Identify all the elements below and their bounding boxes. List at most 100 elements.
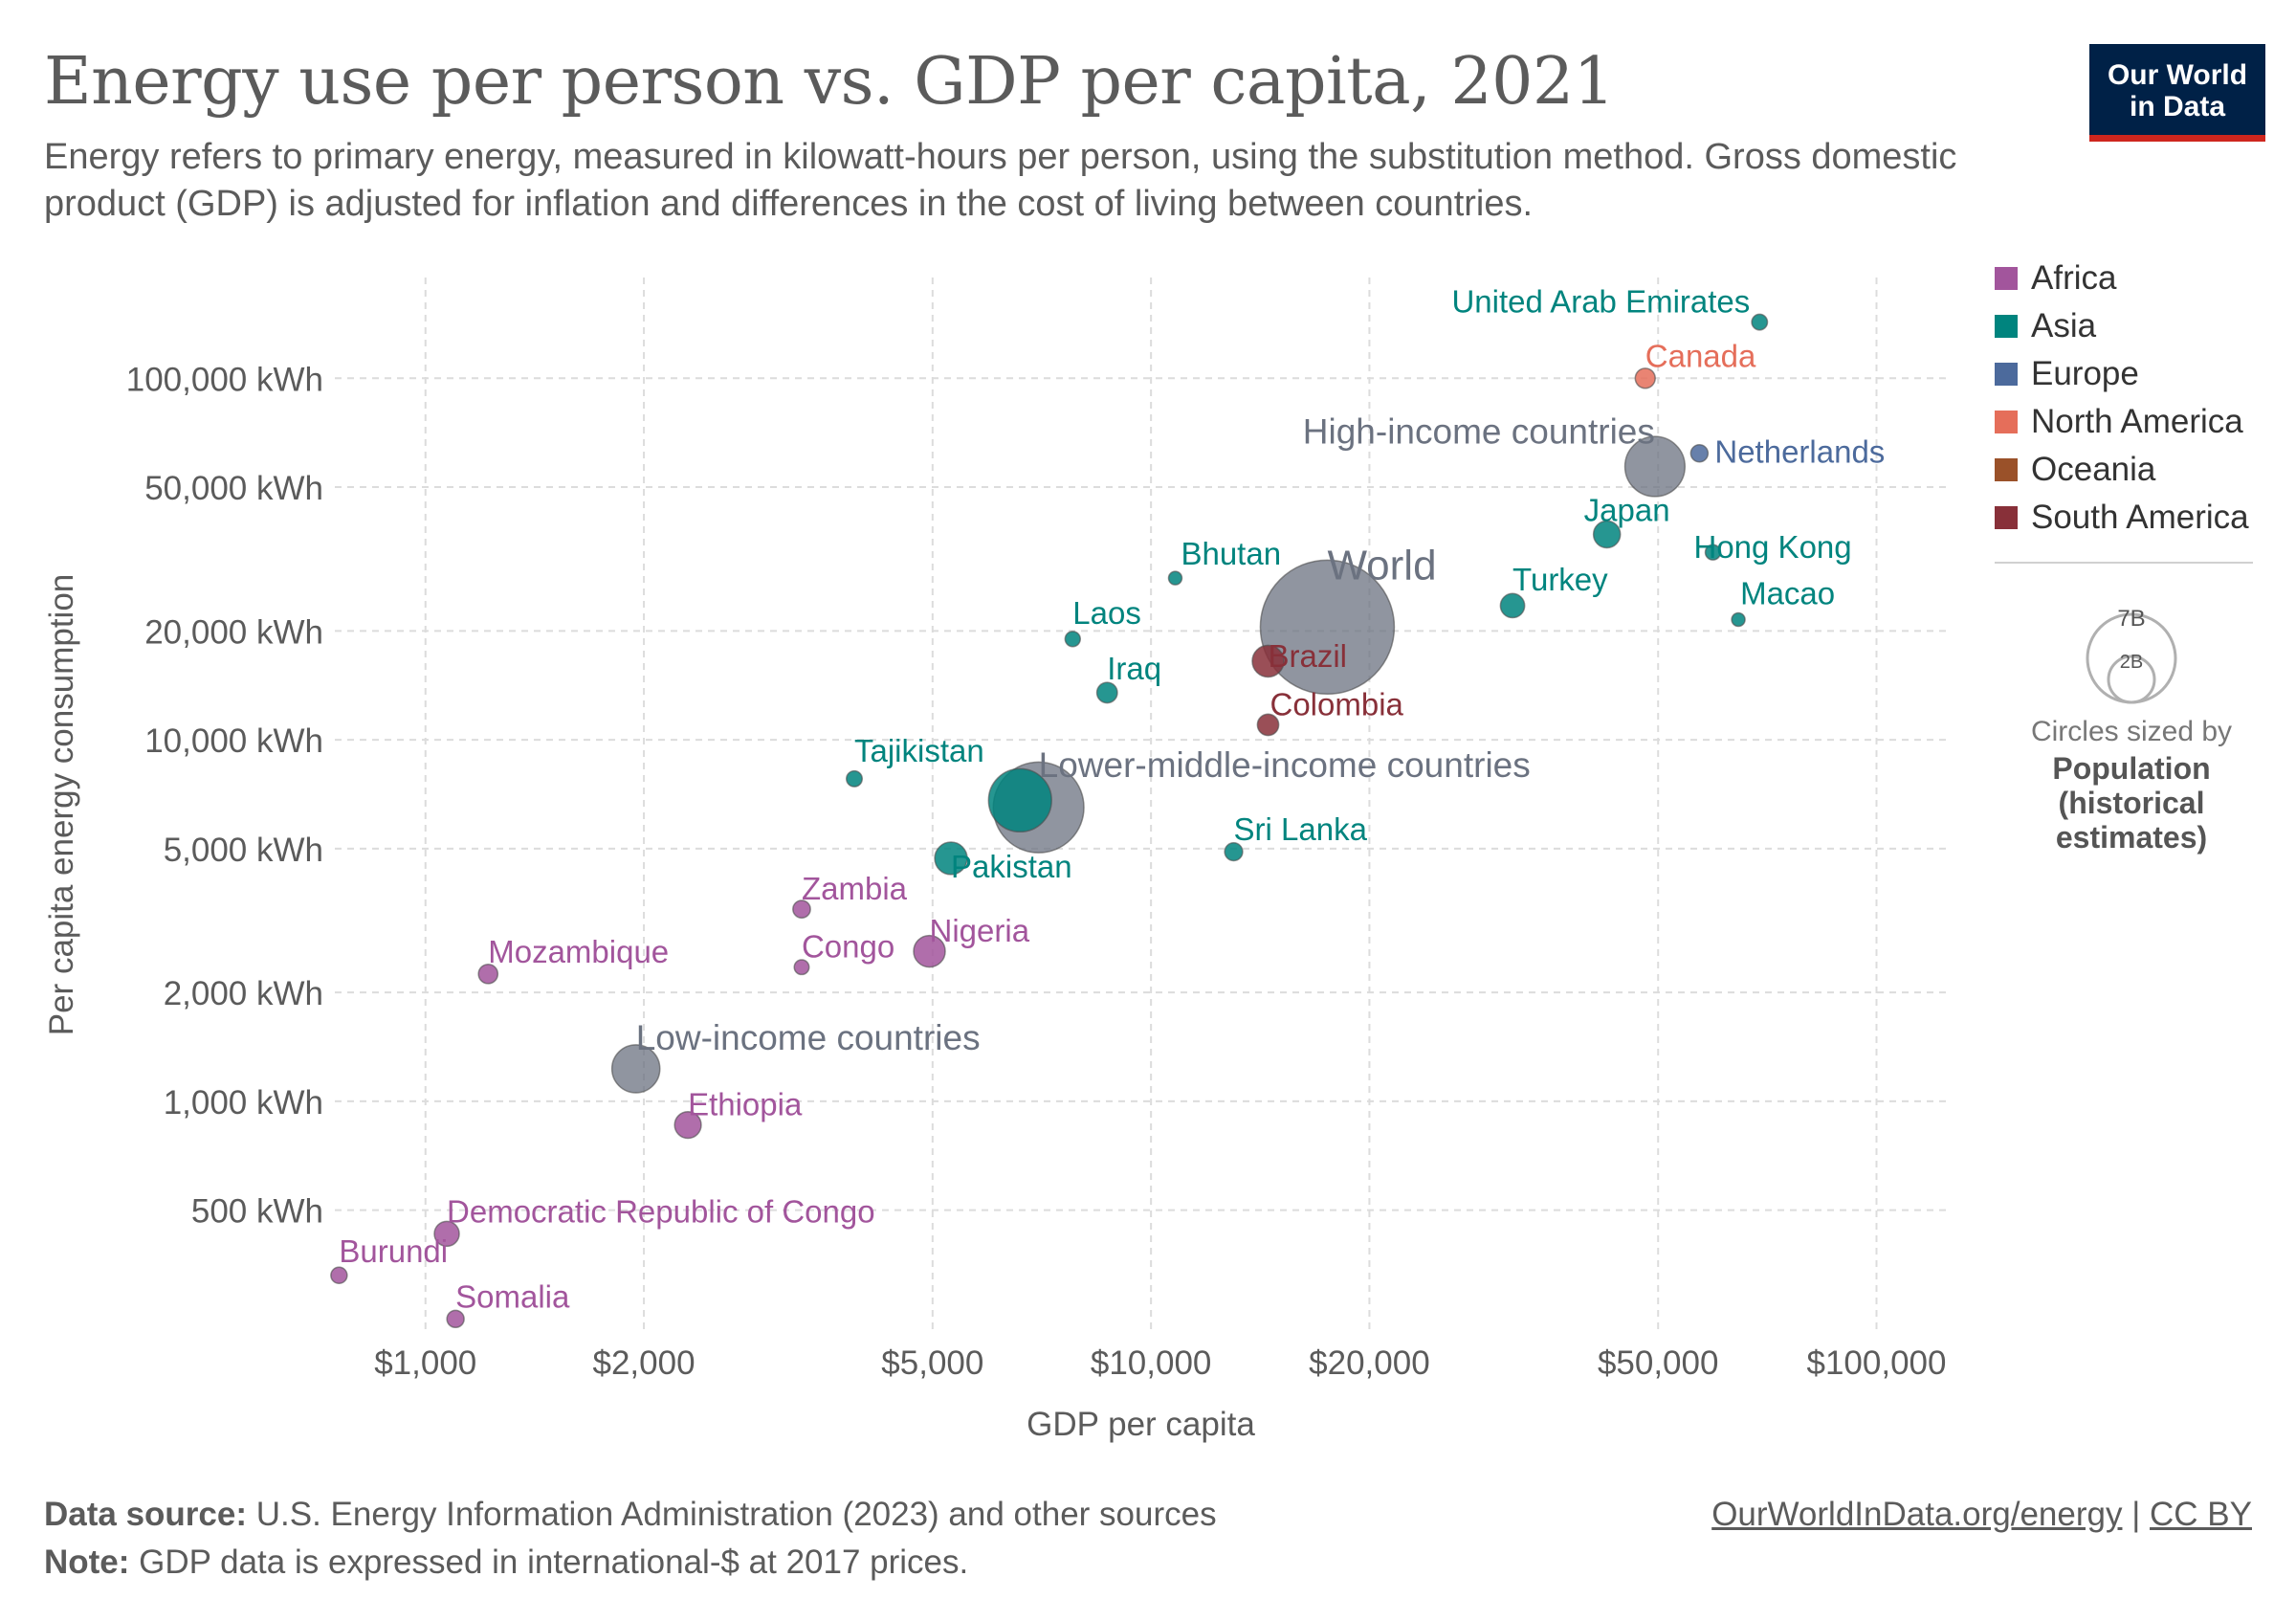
note-text: GDP data is expressed in international-$… <box>139 1543 969 1581</box>
y-tick-label: 100,000 kWh <box>126 361 323 398</box>
x-tick-label: $5,000 <box>881 1344 983 1382</box>
point-hong-kong <box>1704 544 1722 561</box>
point-japan <box>1592 520 1622 549</box>
y-tick-label: 10,000 kWh <box>144 722 323 760</box>
legend-item-label: Europe <box>2031 355 2139 392</box>
point-label: Zambia <box>802 871 908 906</box>
point-label: Burundi <box>339 1233 448 1269</box>
point-world <box>1259 559 1396 696</box>
point-label: Somalia <box>455 1278 570 1314</box>
point-label: Brazil <box>1269 638 1348 674</box>
size-legend-variable: estimates) <box>2056 820 2207 855</box>
point-label: Bhutan <box>1181 536 1281 571</box>
point-brazil <box>1251 644 1285 678</box>
point-label: United Arab Emirates <box>1451 284 1750 320</box>
point-label: Tajikistan <box>854 733 984 768</box>
point-label: Japan <box>1584 492 1670 527</box>
x-tick-label: $1,000 <box>374 1344 476 1382</box>
note-line: Note: GDP data is expressed in internati… <box>44 1543 968 1582</box>
point-somalia <box>446 1309 465 1329</box>
chart-title: Energy use per person vs. GDP per capita… <box>44 44 1615 120</box>
legend-swatch <box>1995 315 2018 338</box>
point-nigeria <box>913 934 946 968</box>
point-sri-lanka <box>1224 842 1244 862</box>
point-low-income-countries <box>610 1044 661 1094</box>
logo-line-2: in Data <box>2129 91 2226 122</box>
point-label: Turkey <box>1512 562 1608 597</box>
legend-item-label: Asia <box>2031 307 2097 344</box>
point-colombia <box>1256 713 1280 737</box>
point-ethiopia <box>673 1110 702 1140</box>
legend-swatch <box>1995 458 2018 481</box>
source-link[interactable]: OurWorldInData.org/energy <box>1711 1496 2123 1533</box>
y-tick-label: 500 kWh <box>191 1193 323 1231</box>
point-label: Lower-middle-income countries <box>1039 745 1531 785</box>
point-label: Ethiopia <box>688 1087 803 1122</box>
point-zambia <box>792 899 811 919</box>
point-macao <box>1731 611 1746 628</box>
point-label: Netherlands <box>1714 434 1885 470</box>
point-congo <box>793 959 810 976</box>
size-legend-caption: Circles sized by <box>2031 716 2232 747</box>
legend-swatch <box>1995 267 2018 290</box>
y-axis-title: Per capita energy consumption <box>43 574 80 1036</box>
point-laos <box>1064 631 1082 648</box>
point-bhutan <box>1167 570 1183 586</box>
point-label: Hong Kong <box>1694 529 1852 565</box>
data-source-line: Data source: U.S. Energy Information Adm… <box>44 1496 1217 1534</box>
x-tick-label: $10,000 <box>1091 1344 1212 1382</box>
x-axis-title: GDP per capita <box>1027 1406 1255 1443</box>
x-tick-label: $50,000 <box>1598 1344 1719 1382</box>
owid-logo[interactable]: Our World in Data <box>2089 44 2265 142</box>
point-label: Macao <box>1740 576 1835 611</box>
point-label: Congo <box>802 929 894 965</box>
point-democratic-republic-of-congo <box>433 1220 460 1248</box>
x-tick-label: $20,000 <box>1309 1344 1430 1382</box>
point-united-arab-emirates <box>1751 313 1769 331</box>
y-tick-label: 1,000 kWh <box>164 1084 323 1121</box>
point-netherlands <box>1689 443 1710 463</box>
size-legend-variable: Population <box>2052 751 2210 786</box>
point-label: Low-income countries <box>636 1018 981 1057</box>
license-link[interactable]: CC BY <box>2150 1496 2252 1533</box>
point-tajikistan <box>845 769 864 788</box>
point-burundi <box>330 1266 348 1285</box>
point-canada <box>1634 367 1656 389</box>
legend-item-label: South America <box>2031 499 2249 536</box>
legend-swatch <box>1995 506 2018 529</box>
point-label: Pakistan <box>951 849 1072 884</box>
point-label: World <box>1327 542 1436 588</box>
y-tick-label: 50,000 kWh <box>144 470 323 507</box>
point-pakistan <box>934 841 968 876</box>
legend-item-label: North America <box>2031 403 2243 440</box>
legend-swatch <box>1995 411 2018 433</box>
size-legend-variable: (historical <box>2059 786 2205 820</box>
point-high-income-countries <box>1623 435 1687 498</box>
point-label: Mozambique <box>488 934 669 969</box>
x-tick-label: $2,000 <box>593 1344 695 1382</box>
point-label: Democratic Republic of Congo <box>447 1193 875 1229</box>
x-tick-label: $100,000 <box>1807 1344 1947 1382</box>
point-mozambique <box>477 964 499 985</box>
source-label: Data source: <box>44 1496 248 1533</box>
point-label: Canada <box>1645 338 1756 373</box>
point-turkey <box>1499 592 1526 619</box>
point-iraq <box>1095 681 1118 704</box>
y-tick-label: 5,000 kWh <box>164 832 323 869</box>
point-label: Iraq <box>1107 651 1161 686</box>
note-label: Note: <box>44 1543 130 1581</box>
legend-swatch <box>1995 363 2018 386</box>
size-legend-small-label: 2B <box>2120 652 2143 673</box>
source-text: U.S. Energy Information Administration (… <box>255 1496 1217 1533</box>
y-tick-label: 20,000 kWh <box>144 613 323 651</box>
size-legend-small-circle <box>2107 655 2156 704</box>
point-india <box>987 767 1052 833</box>
size-legend-big-label: 7B <box>2117 606 2145 632</box>
point-label: High-income countries <box>1303 412 1655 452</box>
point-label: Laos <box>1072 595 1141 631</box>
point-label: Colombia <box>1270 686 1404 722</box>
point-label: Nigeria <box>930 913 1030 948</box>
y-tick-label: 2,000 kWh <box>164 975 323 1012</box>
footer-links: OurWorldInData.org/energy | CC BY <box>1711 1496 2252 1534</box>
